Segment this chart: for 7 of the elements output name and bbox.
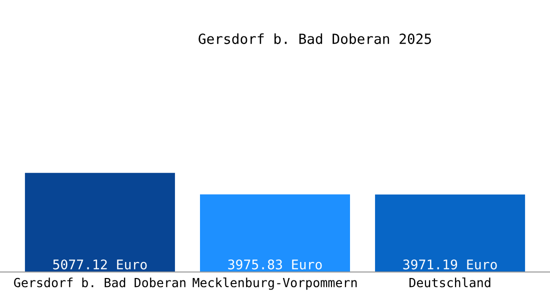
chart-title: Gersdorf b. Bad Doberan 2025	[198, 33, 431, 44]
x-tick-label: Deutschland	[409, 278, 490, 288]
data-label: 3971.19 Euro	[403, 259, 497, 270]
x-tick-label: Mecklenburg-Vorpommern	[192, 278, 357, 290]
data-label: 3975.83 Euro	[228, 259, 322, 270]
data-label: 5077.12 Euro	[53, 259, 147, 270]
x-tick-label: Gersdorf b. Bad Doberan	[14, 278, 186, 288]
